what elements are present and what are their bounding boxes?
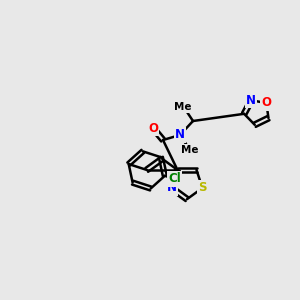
- Text: O: O: [148, 122, 158, 134]
- Text: N: N: [167, 182, 177, 194]
- Text: Cl: Cl: [168, 172, 181, 185]
- Text: Me: Me: [174, 102, 192, 112]
- Text: N: N: [175, 128, 185, 142]
- Text: Me: Me: [181, 145, 199, 155]
- Text: N: N: [246, 94, 256, 107]
- Text: O: O: [261, 97, 272, 110]
- Text: S: S: [198, 182, 207, 194]
